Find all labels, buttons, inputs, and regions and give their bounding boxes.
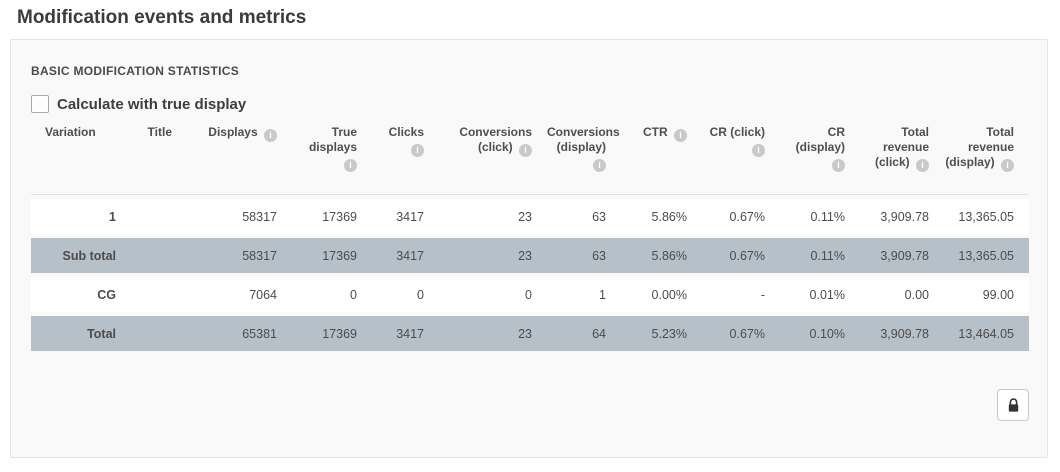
info-icon[interactable]: i [519,144,532,157]
table-cell: 63 [547,238,621,273]
table-cell: 3,909.78 [860,238,944,273]
table-cell: 0.67% [702,316,780,351]
column-header-label: Clicks [388,125,424,139]
column-header-true-displays: True displays i [292,125,372,195]
table-cell: 5.86% [621,199,702,234]
table-row-cg: CG 7064 0 0 0 1 0.00% - 0.01% 0.00 99.00 [31,277,1029,312]
column-header-ctr: CTR i [621,125,702,195]
column-header-label: CR (display) [795,125,845,154]
table-cell: 0 [372,277,439,312]
table-cell: 5.23% [621,316,702,351]
table-cell: 58317 [187,238,292,273]
table-cell: 0.11% [780,238,860,273]
info-icon[interactable]: i [916,159,929,172]
table-cell: 0 [439,277,547,312]
table-cell [131,277,187,312]
column-header-cr-click: CR (click) i [702,125,780,195]
column-header-label: Variation [45,125,96,139]
column-header-cr-display: CR (display) i [780,125,860,195]
table-row-variation-1: 1 58317 17369 3417 23 63 5.86% 0.67% 0.1… [31,199,1029,234]
table-cell: 0.10% [780,316,860,351]
table-cell: 13,365.05 [944,199,1029,234]
table-cell: 0.67% [702,199,780,234]
info-icon[interactable]: i [752,144,765,157]
lock-button[interactable] [997,389,1029,421]
statistics-table: Variation Title Displays i True displays… [31,121,1029,355]
table-cell: 3417 [372,238,439,273]
table-cell: Total [31,316,131,351]
column-header-clicks: Clicks i [372,125,439,195]
table-cell: 63 [547,199,621,234]
column-header-label: Total revenue (click) [874,125,929,169]
table-cell: 5.86% [621,238,702,273]
column-header-total-revenue-click: Total revenue (click) i [860,125,944,195]
column-header-label: True displays [308,125,357,154]
table-cell: - [702,277,780,312]
table-cell [131,238,187,273]
table-cell: Sub total [31,238,131,273]
column-header-label: CTR [642,125,668,139]
column-header-variation: Variation [31,125,131,195]
column-header-label: Conversions (display) [547,125,620,154]
table-cell: 0.00% [621,277,702,312]
table-cell: 3,909.78 [860,199,944,234]
column-header-label: Displays [208,125,258,139]
table-cell: 17369 [292,199,372,234]
table-cell: 17369 [292,316,372,351]
table-cell [131,199,187,234]
column-header-label: Title [147,125,172,139]
info-icon[interactable]: i [344,159,357,172]
table-footer-row [31,389,1029,421]
table-cell: 13,464.05 [944,316,1029,351]
section-title: BASIC MODIFICATION STATISTICS [31,64,240,78]
true-display-checkbox-label[interactable]: Calculate with true display [57,95,247,113]
table-cell: 0.11% [780,199,860,234]
true-display-checkbox[interactable] [31,95,49,113]
column-header-label: Total revenue (display) [945,125,1014,169]
info-icon[interactable]: i [1001,159,1014,172]
table-cell: 0.67% [702,238,780,273]
column-header-conversions-display: Conversions (display) i [547,125,621,195]
lock-icon [1008,398,1018,412]
table-cell: 23 [439,199,547,234]
info-icon[interactable]: i [593,159,606,172]
table-row-subtotal: Sub total 58317 17369 3417 23 63 5.86% 0… [31,238,1029,273]
table-cell: 3417 [372,199,439,234]
table-cell: 64 [547,316,621,351]
table-cell: 13,365.05 [944,238,1029,273]
table-cell: 23 [439,316,547,351]
column-header-title: Title [131,125,187,195]
info-icon[interactable]: i [832,159,845,172]
column-header-conversions-click: Conversions (click) i [439,125,547,195]
table-header-row: Variation Title Displays i True displays… [31,125,1029,195]
table-cell: 65381 [187,316,292,351]
table-cell: 3,909.78 [860,316,944,351]
table-cell: 0.00 [860,277,944,312]
table-cell: 0 [292,277,372,312]
column-header-total-revenue-display: Total revenue (display) i [944,125,1029,195]
statistics-panel: BASIC MODIFICATION STATISTICS Calculate … [10,39,1048,458]
info-icon[interactable]: i [674,129,687,142]
table-cell: 1 [547,277,621,312]
column-header-label: CR (click) [709,125,765,139]
info-icon[interactable]: i [264,129,277,142]
table-cell: 58317 [187,199,292,234]
table-cell [131,316,187,351]
column-header-displays: Displays i [187,125,292,195]
table-cell: 23 [439,238,547,273]
true-display-checkbox-row: Calculate with true display [31,95,1027,113]
table-cell: 99.00 [944,277,1029,312]
page-title: Modification events and metrics [17,7,307,28]
table-cell: 0.01% [780,277,860,312]
table-cell: 17369 [292,238,372,273]
table-row-total: Total 65381 17369 3417 23 64 5.23% 0.67%… [31,316,1029,351]
table-cell: CG [31,277,131,312]
table-cell: 7064 [187,277,292,312]
column-header-label: Conversions (click) [459,125,532,154]
table-cell: 3417 [372,316,439,351]
table-cell: 1 [31,199,131,234]
info-icon[interactable]: i [411,144,424,157]
